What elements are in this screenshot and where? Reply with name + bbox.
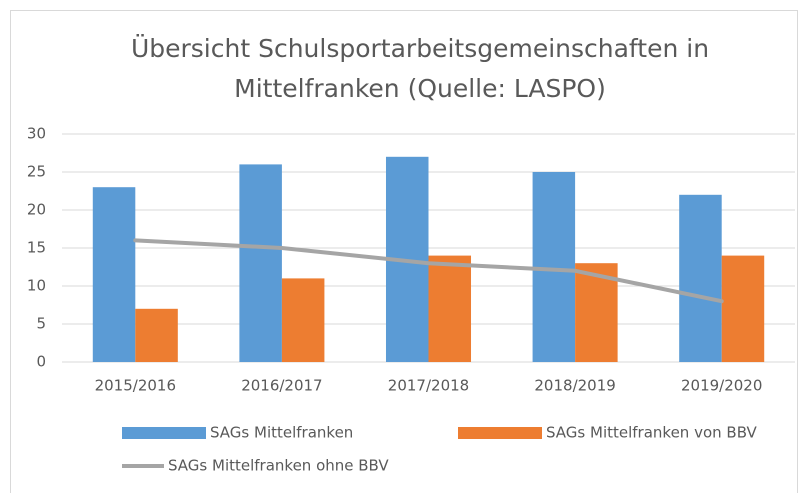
x-tick-label: 2018/2019	[534, 377, 615, 395]
legend-label: SAGs Mittelfranken von BBV	[546, 424, 758, 442]
y-tick-label: 0	[36, 353, 46, 371]
y-tick-label: 5	[36, 315, 46, 333]
x-tick-label: 2016/2017	[241, 377, 322, 395]
chart-title: Mittelfranken (Quelle: LASPO)	[234, 74, 606, 103]
bar	[92, 187, 136, 362]
bar	[721, 255, 765, 362]
y-tick-label: 15	[27, 239, 46, 257]
chart-title: Übersicht Schulsportarbeitsgemeinschafte…	[131, 34, 709, 63]
legend-label: SAGs Mittelfranken ohne BBV	[168, 457, 389, 475]
legend-swatch	[122, 427, 206, 439]
bar	[428, 255, 472, 362]
x-tick-label: 2015/2016	[95, 377, 176, 395]
y-tick-label: 30	[27, 125, 46, 143]
y-tick-label: 25	[27, 163, 46, 181]
legend-label: SAGs Mittelfranken	[210, 424, 353, 442]
line	[133, 238, 724, 304]
y-tick-label: 10	[27, 277, 46, 295]
y-tick-label: 20	[27, 201, 46, 219]
legend-swatch	[458, 427, 542, 439]
x-tick-label: 2019/2020	[681, 377, 762, 395]
x-tick-label: 2017/2018	[388, 377, 469, 395]
bar	[135, 308, 178, 362]
bar	[281, 278, 325, 362]
bar	[679, 194, 722, 362]
bar	[239, 164, 282, 362]
